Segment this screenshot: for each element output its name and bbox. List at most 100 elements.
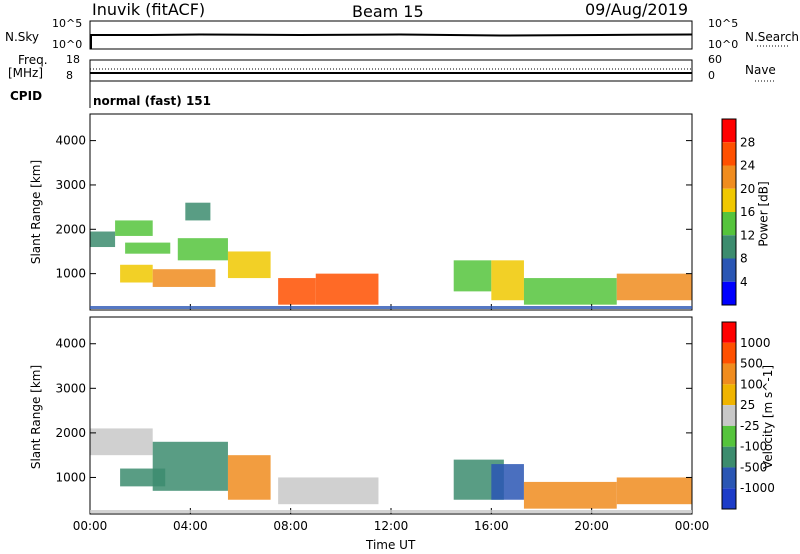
power-colorbar-segment-6 [722,258,736,282]
velocity-ytick-label-1: 2000 [55,426,86,440]
x-tick-label-0: 00:00 [73,519,108,533]
power-region-2 [125,242,171,254]
velocity-ytick-label-0: 1000 [55,470,86,484]
power-ylabel: Slant Range [km] [29,159,44,265]
power-region-12 [523,278,617,305]
power-ytick-label-1: 2000 [55,222,86,236]
power-panel [90,202,692,305]
velocity-colorbar-tick-5: -100 [740,440,767,454]
power-region-5 [177,238,228,261]
velocity-colorbar-tick-6: -500 [740,460,767,474]
power-colorbar-label: Power [dB] [756,181,771,247]
freq-tick-bottom: 8 [66,69,73,82]
velocity-ylabel: Slant Range [km] [29,364,44,470]
velocity-region-0 [90,428,153,456]
power-region-0 [90,231,116,248]
power-colorbar-segment-0 [722,119,736,143]
x-tick-label-4: 16:00 [474,519,509,533]
velocity-region-4 [278,477,379,505]
velocity-region-6 [491,464,524,500]
power-region-13 [616,273,692,301]
velocity-colorbar-segment-5 [722,425,736,447]
nsearch-tick-top: 10^5 [708,17,739,30]
x-tick-label-1: 04:00 [173,519,208,533]
velocity-near-range-strip [90,510,692,513]
power-colorbar-segment-4 [722,212,736,236]
cpid-value: normal (fast) 151 [93,94,211,108]
velocity-panel [90,428,692,509]
power-ytick-label-2: 3000 [55,178,86,192]
velocity-colorbar-segment-1 [722,342,736,364]
power-region-4 [152,269,216,287]
beam-title: Beam 15 [352,2,424,21]
power-colorbar-tick-2: 12 [740,228,755,242]
nave-tick-bottom: 0 [708,69,715,82]
velocity-colorbar-tick-0: 1000 [740,336,771,350]
power-colorbar-tick-5: 24 [740,159,755,173]
freq-tick-top: 18 [66,53,80,66]
velocity-colorbar-tick-2: 100 [740,377,763,391]
velocity-colorbar-segment-4 [722,405,736,426]
velocity-colorbar-frame [721,321,737,510]
x-tick-label-3: 12:00 [374,519,409,533]
power-region-6 [185,202,211,221]
velocity-region-3 [227,455,271,500]
nsky-tick-bottom: 10^0 [52,38,83,51]
velocity-colorbar-tick-3: 25 [740,398,755,412]
velocity-colorbar-segment-7 [722,467,736,489]
nsky-trace [90,33,693,37]
power-region-1 [115,220,153,236]
nsky-tick-top: 10^5 [52,17,83,30]
power-region-11 [491,260,524,301]
power-colorbar-segment-3 [722,188,736,212]
power-region-8 [278,278,316,305]
velocity-colorbar-tick-1: 500 [740,357,763,371]
power-colorbar-tick-6: 28 [740,135,755,149]
velocity-colorbar-segment-6 [722,446,736,468]
power-region-3 [120,264,153,283]
power-colorbar-tick-0: 4 [740,275,748,289]
power-region-10 [453,260,492,292]
nave-tick-top: 60 [708,53,722,66]
power-colorbar-tick-4: 20 [740,182,755,196]
power-colorbar-tick-1: 8 [740,252,748,266]
x-tick-label-6: 00:00 [675,519,710,533]
x-axis-label: Time UT [366,538,416,552]
freq-label: Freq. [18,53,48,67]
velocity-colorbar-tick-4: -25 [740,419,760,433]
power-colorbar-segment-1 [722,142,736,166]
x-tick-label-5: 20:00 [574,519,609,533]
nsearch-label: N.Search [745,30,800,44]
velocity-colorbar-segment-3 [722,384,736,406]
power-colorbar-tick-3: 16 [740,205,755,219]
power-colorbar-frame [721,118,737,306]
velocity-colorbar-segment-2 [722,363,736,385]
velocity-region-7 [523,481,617,509]
velocity-colorbar-segment-8 [722,488,736,509]
freq-panel-frame [89,59,693,82]
power-region-7 [227,251,271,279]
power-colorbar-segment-5 [722,235,736,259]
velocity-colorbar-label: Velocity [m s^-1] [761,364,776,470]
nsky-label: N.Sky [5,30,40,44]
power-ytick-label-3: 4000 [55,134,86,148]
nsearch-tick-bottom: 10^0 [708,38,739,51]
x-tick-label-2: 08:00 [273,519,308,533]
power-ytick-label-0: 1000 [55,267,86,281]
nave-label: Nave [745,63,776,77]
power-colorbar-segment-2 [722,165,736,189]
velocity-ytick-label-2: 3000 [55,381,86,395]
velocity-colorbar-segment-0 [722,322,736,343]
velocity-ytick-label-3: 4000 [55,337,86,351]
velocity-region-2 [152,441,228,491]
power-colorbar-segment-7 [722,281,736,305]
station-title: Inuvik (fitACF) [92,0,206,19]
date-title: 09/Aug/2019 [585,0,689,19]
velocity-region-8 [616,477,692,505]
velocity-colorbar-tick-7: -1000 [740,481,775,495]
freq-unit-label: [MHz] [8,66,44,80]
power-near-range-strip [90,306,692,309]
power-region-9 [315,273,379,305]
cpid-label: CPID [10,89,43,103]
